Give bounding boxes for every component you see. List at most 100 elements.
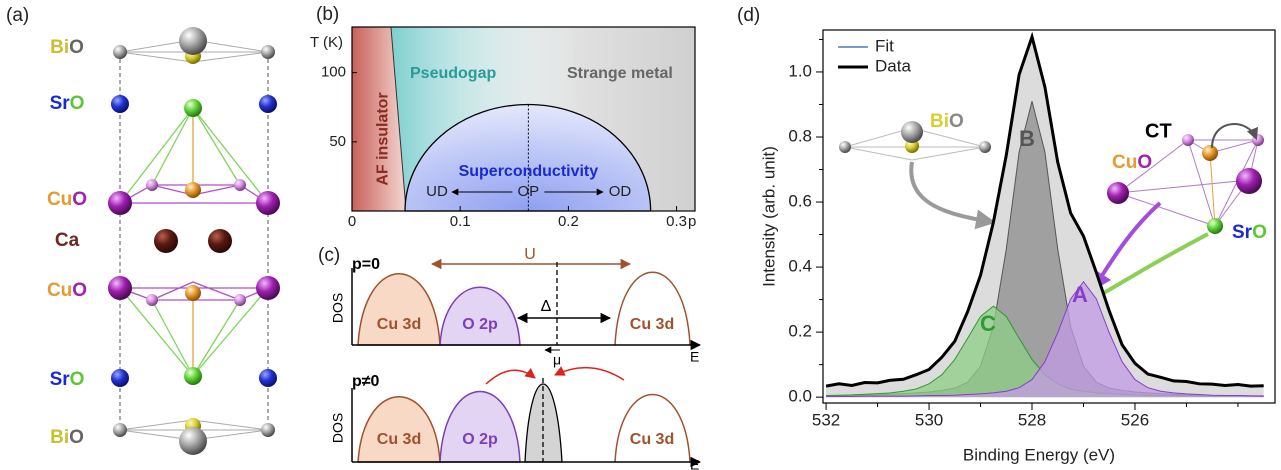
u-label: U xyxy=(524,246,536,263)
af-region xyxy=(352,27,407,211)
inset-label: SrO xyxy=(1232,222,1267,243)
cation: Sr xyxy=(1232,222,1253,243)
o-band xyxy=(439,286,521,346)
series-line xyxy=(826,280,1264,397)
charts: (b) 0 0.1 0.2 0.3 50 100 T (K) p AF insulator Pseu… xyxy=(310,4,1276,464)
cation: Cu xyxy=(1112,152,1137,173)
x-axis-label: p xyxy=(688,213,696,230)
cation: Ca xyxy=(55,230,80,251)
o-band xyxy=(439,390,521,463)
layer-label: CuO xyxy=(47,280,87,301)
x-tick-label: 526 xyxy=(1121,410,1149,429)
anion: O xyxy=(70,369,85,390)
y-tick-label: 50 xyxy=(329,133,346,150)
transfer-arrow xyxy=(554,366,625,381)
y-tick-label: 0.4 xyxy=(788,257,812,276)
cation: Sr xyxy=(50,369,71,390)
inset-label: CuO xyxy=(1112,152,1152,173)
dos-title: p=0 xyxy=(352,256,380,273)
sc-dome xyxy=(404,103,652,212)
y-tick-label: 1.0 xyxy=(788,61,812,80)
layer-label: SrO xyxy=(50,93,85,114)
octahedra xyxy=(119,107,271,377)
doping-label: UD xyxy=(426,183,448,200)
transfer-arrow xyxy=(485,368,536,385)
dos-title: p≠0 xyxy=(352,373,380,390)
region-label: Superconductivity xyxy=(459,163,599,180)
panel-label: (b) xyxy=(316,4,339,25)
axis-label: E xyxy=(690,349,699,365)
cation: Cu xyxy=(47,189,72,210)
x-tick-label: 0.1 xyxy=(450,213,471,230)
anion: O xyxy=(1137,152,1152,173)
af-boundary xyxy=(390,26,407,212)
inset-label: BiO xyxy=(930,111,964,132)
cation: Cu xyxy=(47,280,72,301)
band-label: O 2p xyxy=(462,431,498,448)
band-label: Cu 3d xyxy=(377,431,421,448)
anion: O xyxy=(1252,222,1267,243)
legend-label: Fit xyxy=(875,36,894,55)
panel-label: (c) xyxy=(318,245,340,266)
peak-label: B xyxy=(1019,126,1035,151)
cu-band xyxy=(614,393,691,463)
y-axis-label: Intensity (arb. unit) xyxy=(759,146,778,287)
layer-label: SrO xyxy=(50,369,85,390)
layer-label: CuO xyxy=(47,189,87,210)
band-label: Cu 3d xyxy=(377,316,421,333)
anion: O xyxy=(949,111,964,132)
anion: O xyxy=(72,280,87,301)
region-label: Pseudogap xyxy=(410,65,496,82)
y-axis-label: T (K) xyxy=(310,34,343,51)
peak-label: A xyxy=(1072,282,1088,307)
x-axis-label: Binding Energy (eV) xyxy=(963,445,1115,464)
band-label: O 2p xyxy=(462,316,498,333)
anion: O xyxy=(69,37,84,58)
y-tick-label: 0.6 xyxy=(788,192,812,211)
atoms xyxy=(108,27,280,455)
band-label: Cu 3d xyxy=(630,431,674,448)
x-tick-label: 0 xyxy=(348,213,356,230)
x-tick-label: 528 xyxy=(1018,410,1046,429)
layer-label: Ca xyxy=(55,230,80,251)
x-tick-label: 0.2 xyxy=(558,213,579,230)
x-tick-label: 532 xyxy=(812,410,840,429)
panel-label: (d) xyxy=(737,5,760,26)
axis-label: E xyxy=(690,457,699,470)
mu-label: μ xyxy=(553,352,561,368)
inset-label: CT xyxy=(1145,120,1172,142)
peak-label: C xyxy=(980,311,996,336)
cation: Sr xyxy=(50,93,71,114)
anion: O xyxy=(69,427,84,448)
plot-frame xyxy=(351,26,696,212)
series-line xyxy=(825,31,1264,388)
anion: O xyxy=(72,189,87,210)
cation: Bi xyxy=(930,111,949,132)
axis-label: DOS xyxy=(330,413,346,443)
layer-label: BiO xyxy=(50,427,84,448)
y-tick-label: 0.8 xyxy=(788,126,812,145)
y-tick-label: 100 xyxy=(321,64,346,81)
doping-label: OD xyxy=(609,183,632,200)
x-tick-label: 530 xyxy=(915,410,943,429)
legend-label: Data xyxy=(875,56,911,75)
panel-label: (a) xyxy=(6,5,29,26)
area-fill xyxy=(826,101,1264,398)
anion: O xyxy=(70,93,85,114)
layer-label: BiO xyxy=(50,37,84,58)
gap-label: Δ xyxy=(541,298,552,315)
plot-frame xyxy=(822,29,1276,404)
y-tick-label: 0.2 xyxy=(788,322,812,341)
unit-cell-edges xyxy=(119,52,269,430)
cation: Bi xyxy=(50,427,69,448)
cation: Bi xyxy=(50,37,69,58)
region-label: AF insulator xyxy=(374,92,391,185)
x-tick-label: 0.3 xyxy=(666,213,687,230)
y-tick-label: 0.0 xyxy=(788,387,812,406)
region-label: Strange metal xyxy=(567,65,673,82)
band-label: Cu 3d xyxy=(630,316,674,333)
cu-band xyxy=(614,271,691,346)
